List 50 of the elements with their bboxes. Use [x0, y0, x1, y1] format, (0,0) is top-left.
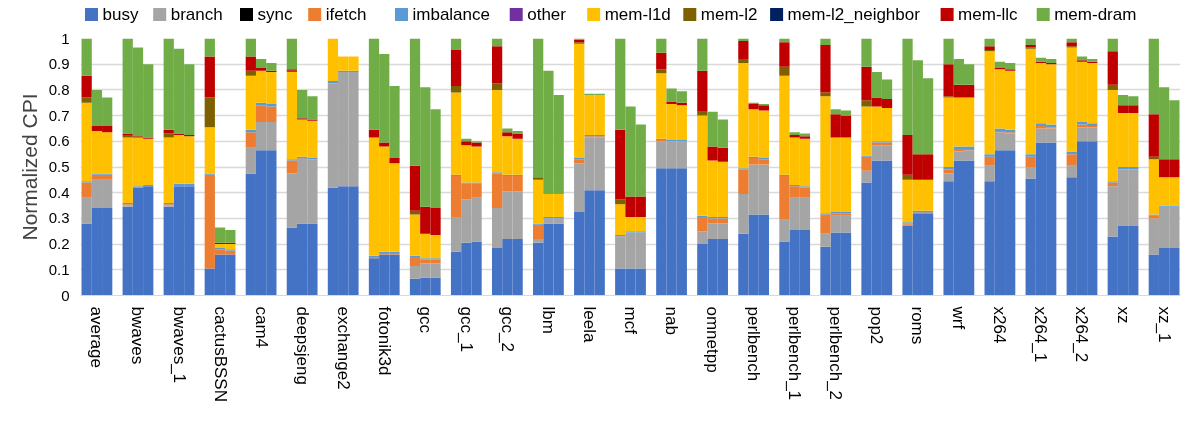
legend-label: busy [102, 5, 139, 24]
x-tick-label: bwaves [128, 306, 148, 365]
y-tick-label: 0.8 [48, 80, 70, 98]
x-tick-label: perlbench_2 [826, 306, 846, 401]
y-tick-label: 0.5 [48, 158, 70, 175]
x-tick-label: fotonik3d [374, 306, 394, 376]
x-tick-label: cam4 [251, 306, 271, 349]
x-tick-label: perlbench [744, 306, 764, 382]
x-tick-label: leela [579, 306, 599, 343]
x-tick-label: xz_1 [1154, 306, 1174, 343]
y-tick-label: 1 [61, 29, 70, 47]
legend-label: imbalance [412, 5, 490, 24]
x-tick-label: perlbench_1 [785, 306, 805, 401]
x-tick-label: exchange2 [333, 306, 353, 390]
x-tick-label: x264_1 [1031, 306, 1051, 363]
legend-label: sync [257, 5, 293, 24]
x-tick-label: gcc [415, 306, 435, 334]
legend-label: mem-l2 [700, 5, 758, 24]
x-tick-label: pop2 [867, 306, 887, 345]
legend-label: mem-l2_neighbor [787, 5, 921, 24]
y-tick-label: 0.7 [48, 106, 70, 124]
x-tick-label: average [87, 306, 107, 368]
legend-label: other [527, 5, 567, 24]
legend-label: mem-dram [1054, 5, 1137, 24]
x-tick-label: wrf [949, 305, 969, 330]
y-axis-title: Normalized CPI [17, 93, 41, 241]
x-tick-label: omnetpp [703, 306, 723, 373]
x-tick-label: x264 [990, 306, 1010, 344]
x-tick-label: bwaves_1 [169, 306, 189, 384]
y-tick-label: 0.4 [48, 183, 70, 201]
x-tick-label: deepsjeng [292, 306, 312, 385]
x-tick-label: nab [662, 306, 682, 335]
y-tick-label: 0.2 [48, 235, 70, 253]
y-tick-label: 0.6 [48, 132, 70, 150]
y-tick-label: 0 [61, 286, 70, 304]
y-tick-label: 0.9 [48, 55, 70, 73]
x-tick-label: x264_2 [1072, 306, 1092, 363]
x-tick-label: xz [1113, 306, 1133, 324]
legend-label: mem-l1d [604, 5, 671, 24]
x-tick-label: mcf [621, 306, 640, 335]
x-tick-label: lbm [538, 306, 558, 334]
x-tick-label: gcc_1 [456, 306, 476, 352]
legend-label: mem-llc [958, 5, 1019, 24]
x-tick-label: roms [908, 306, 928, 345]
y-tick-label: 0.1 [48, 260, 70, 278]
x-tick-label: cactusBSSN [210, 306, 230, 402]
x-tick-label: gcc_2 [497, 306, 517, 352]
legend-label: ifetch [325, 5, 367, 24]
y-tick-label: 0.3 [48, 209, 70, 227]
legend-label: branch [170, 5, 223, 24]
